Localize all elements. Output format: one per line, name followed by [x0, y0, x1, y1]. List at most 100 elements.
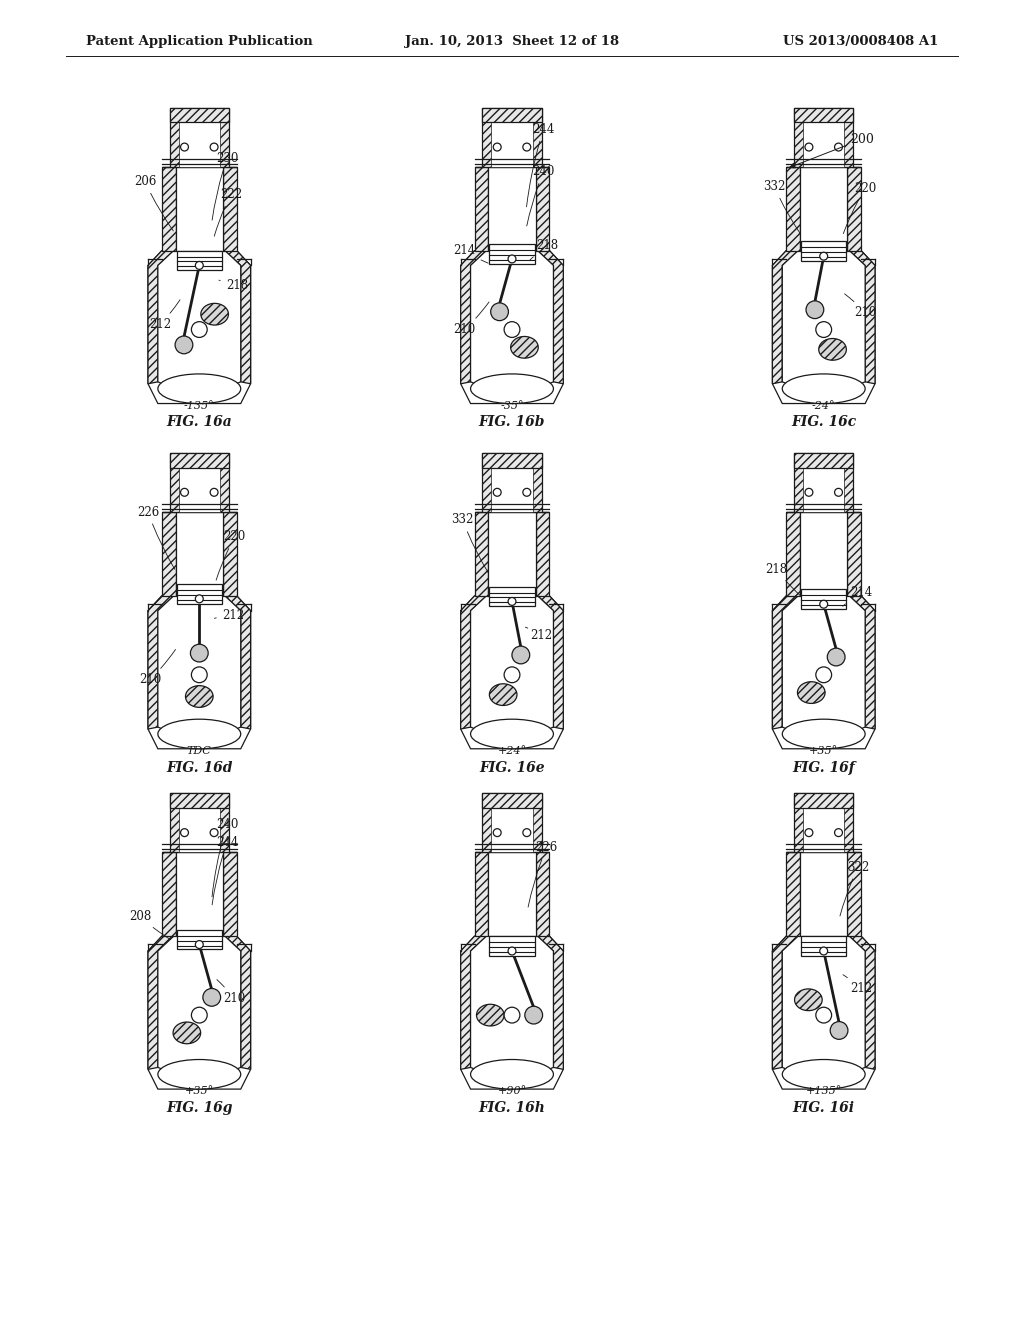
Polygon shape [536, 166, 550, 251]
Text: 208: 208 [129, 909, 170, 940]
Polygon shape [786, 166, 800, 251]
Text: FIG. 16a: FIG. 16a [167, 416, 232, 429]
Polygon shape [176, 512, 223, 595]
Text: +90°: +90° [498, 1086, 526, 1096]
Circle shape [175, 337, 193, 354]
Polygon shape [158, 595, 241, 744]
Polygon shape [489, 936, 535, 956]
Polygon shape [772, 595, 798, 729]
Polygon shape [474, 853, 488, 936]
Polygon shape [489, 244, 535, 264]
Text: 210: 210 [845, 294, 877, 319]
Polygon shape [162, 853, 176, 936]
Polygon shape [223, 853, 237, 936]
Polygon shape [795, 108, 853, 123]
Polygon shape [848, 853, 861, 936]
Text: +24°: +24° [498, 746, 526, 756]
Text: 240: 240 [212, 818, 239, 896]
Polygon shape [488, 853, 536, 936]
Polygon shape [782, 936, 865, 1084]
Text: 322: 322 [840, 861, 869, 916]
Text: 210: 210 [454, 302, 489, 337]
Polygon shape [148, 251, 174, 384]
Text: 212: 212 [525, 627, 553, 642]
Polygon shape [538, 251, 563, 384]
Ellipse shape [185, 685, 213, 708]
Text: -135°: -135° [184, 400, 215, 411]
Polygon shape [461, 595, 486, 729]
Polygon shape [772, 595, 876, 748]
Text: 220: 220 [216, 531, 246, 581]
Polygon shape [800, 166, 848, 251]
Circle shape [508, 946, 516, 954]
Polygon shape [225, 595, 251, 729]
Circle shape [504, 322, 520, 338]
Polygon shape [801, 590, 847, 609]
Circle shape [196, 595, 203, 603]
Text: 206: 206 [134, 176, 173, 231]
Text: 332: 332 [452, 513, 488, 573]
Text: FIG. 16b: FIG. 16b [479, 416, 545, 429]
Polygon shape [461, 251, 486, 384]
Polygon shape [471, 595, 553, 744]
Polygon shape [176, 251, 222, 271]
Ellipse shape [511, 337, 539, 358]
Polygon shape [786, 512, 800, 595]
Polygon shape [803, 453, 845, 512]
Ellipse shape [158, 374, 241, 404]
Text: FIG. 16h: FIG. 16h [478, 1101, 546, 1115]
Polygon shape [471, 936, 553, 1084]
Circle shape [196, 941, 203, 949]
Polygon shape [801, 242, 847, 261]
Text: 218: 218 [530, 239, 558, 260]
Text: FIG. 16e: FIG. 16e [479, 760, 545, 775]
Polygon shape [223, 166, 237, 251]
Circle shape [512, 645, 529, 664]
Polygon shape [461, 595, 563, 748]
Text: 226: 226 [528, 841, 558, 907]
Polygon shape [474, 512, 488, 595]
Circle shape [504, 667, 520, 682]
Text: +135°: +135° [806, 1086, 842, 1096]
Polygon shape [772, 251, 876, 404]
Polygon shape [800, 853, 848, 936]
Polygon shape [538, 936, 563, 1069]
Circle shape [820, 946, 827, 954]
Polygon shape [782, 251, 865, 399]
Text: +35°: +35° [809, 746, 839, 756]
Polygon shape [488, 166, 536, 251]
Polygon shape [474, 793, 550, 853]
Ellipse shape [158, 1060, 241, 1089]
Text: 200: 200 [790, 133, 874, 168]
Circle shape [820, 601, 827, 609]
Polygon shape [848, 512, 861, 595]
Ellipse shape [471, 719, 553, 748]
Text: FIG. 16c: FIG. 16c [792, 416, 856, 429]
Polygon shape [178, 108, 220, 166]
Polygon shape [849, 936, 876, 1069]
Circle shape [508, 598, 516, 606]
Polygon shape [803, 793, 845, 853]
Polygon shape [162, 166, 176, 251]
Text: 210: 210 [139, 649, 175, 686]
Circle shape [191, 1007, 207, 1023]
Circle shape [190, 644, 208, 661]
Polygon shape [162, 793, 237, 853]
Polygon shape [162, 108, 237, 166]
Polygon shape [474, 166, 488, 251]
Ellipse shape [471, 1060, 553, 1089]
Polygon shape [795, 793, 853, 808]
Polygon shape [786, 108, 861, 166]
Text: FIG. 16g: FIG. 16g [166, 1101, 232, 1115]
Circle shape [504, 1007, 520, 1023]
Polygon shape [489, 586, 535, 606]
Polygon shape [170, 793, 229, 808]
Text: -24°: -24° [812, 400, 836, 411]
Polygon shape [492, 793, 532, 853]
Text: 244: 244 [212, 836, 239, 904]
Polygon shape [800, 512, 848, 595]
Polygon shape [461, 936, 563, 1089]
Polygon shape [782, 595, 865, 744]
Polygon shape [786, 793, 861, 853]
Text: 212: 212 [214, 609, 244, 622]
